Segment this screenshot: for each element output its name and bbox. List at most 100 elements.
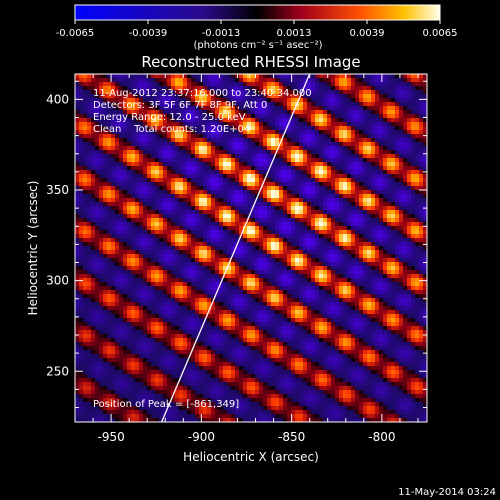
heatmap-cell [179, 98, 184, 103]
heatmap-cell [227, 170, 232, 175]
heatmap-cell [347, 278, 352, 283]
heatmap-cell [195, 78, 200, 83]
heatmap-cell [207, 278, 212, 283]
heatmap-cell [311, 162, 316, 167]
heatmap-cell [419, 210, 424, 215]
heatmap-cell [147, 262, 152, 267]
heatmap-cell [327, 158, 332, 163]
heatmap-cell [235, 78, 240, 83]
heatmap-cell [355, 254, 360, 259]
heatmap-cell [379, 114, 384, 119]
heatmap-cell [347, 154, 352, 159]
heatmap-cell [355, 166, 360, 171]
heatmap-cell [275, 158, 280, 163]
heatmap-cell [223, 262, 228, 267]
heatmap-cell [131, 226, 136, 231]
heatmap-cell [323, 142, 328, 147]
heatmap-cell [163, 90, 168, 95]
heatmap-cell [279, 270, 284, 275]
heatmap-cell [215, 134, 220, 139]
heatmap-cell [171, 198, 176, 203]
heatmap-cell [75, 74, 80, 79]
heatmap-cell [147, 74, 152, 79]
heatmap-cell [307, 102, 312, 107]
heatmap-cell [391, 182, 396, 187]
heatmap-cell [287, 122, 292, 127]
heatmap-cell [135, 218, 140, 223]
heatmap-cell [375, 258, 380, 263]
heatmap-cell [183, 118, 188, 123]
heatmap-cell [103, 174, 108, 179]
heatmap-cell [215, 94, 220, 99]
heatmap-cell [355, 86, 360, 91]
heatmap-cell [99, 90, 104, 95]
heatmap-cell [271, 126, 276, 131]
heatmap-cell [115, 282, 120, 287]
heatmap-cell [327, 254, 332, 259]
heatmap-cell [83, 290, 88, 295]
heatmap-cell [363, 162, 368, 167]
heatmap-cell [399, 94, 404, 99]
heatmap-cell [339, 102, 344, 107]
heatmap-cell [367, 258, 372, 263]
heatmap-cell [195, 158, 200, 163]
heatmap-cell [79, 190, 84, 195]
heatmap-cell [99, 174, 104, 179]
heatmap-cell [215, 178, 220, 183]
heatmap-cell [179, 146, 184, 151]
heatmap-cell [111, 134, 116, 139]
heatmap-cell [203, 186, 208, 191]
heatmap-cell [175, 258, 180, 263]
heatmap-cell [411, 174, 416, 179]
heatmap-cell [283, 286, 288, 291]
heatmap-cell [127, 230, 132, 235]
heatmap-cell [355, 270, 360, 275]
heatmap-cell [115, 286, 120, 291]
heatmap-cell [95, 138, 100, 143]
heatmap-cell [87, 230, 92, 235]
heatmap-cell [171, 102, 176, 107]
heatmap-cell [191, 90, 196, 95]
heatmap-cell [183, 162, 188, 167]
heatmap-cell [395, 86, 400, 91]
heatmap-cell [283, 254, 288, 259]
heatmap-cell [75, 222, 80, 227]
heatmap-cell [347, 114, 352, 119]
heatmap-cell [203, 234, 208, 239]
heatmap-cell [315, 130, 320, 135]
heatmap-cell [371, 226, 376, 231]
heatmap-cell [259, 158, 264, 163]
heatmap-cell [111, 126, 116, 131]
heatmap-cell [355, 122, 360, 127]
heatmap-cell [275, 270, 280, 275]
heatmap-cell [411, 210, 416, 215]
heatmap-cell [111, 138, 116, 143]
heatmap-cell [103, 150, 108, 155]
heatmap-cell [287, 262, 292, 267]
heatmap-cell [423, 282, 427, 287]
heatmap-cell [231, 122, 236, 127]
heatmap-cell [251, 262, 256, 267]
heatmap-cell [339, 162, 344, 167]
heatmap-cell [203, 162, 208, 167]
heatmap-cell [107, 150, 112, 155]
heatmap-cell [215, 278, 220, 283]
heatmap-cell [195, 230, 200, 235]
heatmap-cell [423, 270, 427, 275]
heatmap-cell [227, 186, 232, 191]
heatmap-cell [371, 102, 376, 107]
heatmap-cell [111, 250, 116, 255]
heatmap-cell [211, 182, 216, 187]
heatmap-cell [131, 210, 136, 215]
heatmap-cell [167, 278, 172, 283]
heatmap-cell [155, 146, 160, 151]
heatmap-cell [307, 154, 312, 159]
heatmap-cell [259, 130, 264, 135]
heatmap-cell [223, 234, 228, 239]
heatmap-cell [99, 278, 104, 283]
heatmap-cell [235, 158, 240, 163]
heatmap-cell [295, 278, 300, 283]
heatmap-cell [367, 138, 372, 143]
heatmap-cell [255, 246, 260, 251]
heatmap-cell [187, 226, 192, 231]
